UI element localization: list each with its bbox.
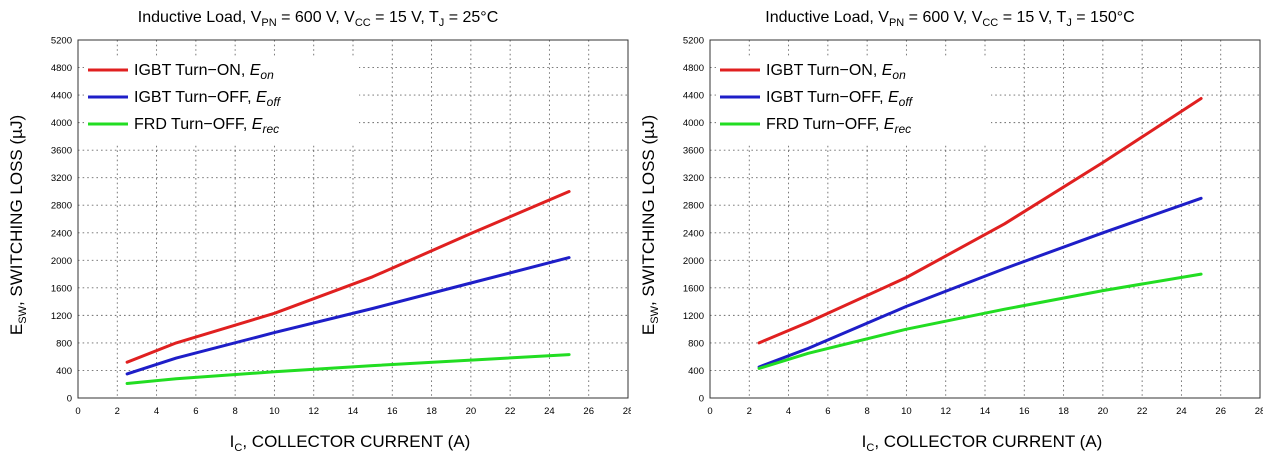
y-tick-label: 800 [56, 338, 72, 349]
y-tick-label: 0 [699, 394, 704, 405]
x-tick-label: 16 [387, 406, 398, 417]
y-tick-label: 400 [688, 366, 704, 377]
y-tick-label: 0 [67, 394, 72, 405]
y-tick-label: 1200 [683, 311, 704, 322]
plot-area: 0 2 4 6 8 10 12 14 16 18 20 22 24 26 28040080012001600… [683, 36, 1263, 418]
x-tick-label: 18 [426, 406, 437, 417]
y-tick-label: 4400 [683, 91, 704, 102]
x-tick-label: 22 [1137, 406, 1148, 417]
x-tick-label: 10 [901, 406, 912, 417]
y-tick-label: 4000 [683, 118, 704, 129]
x-tick-label: 4 [786, 406, 791, 417]
x-tick-label: 24 [1176, 406, 1187, 417]
x-axis-label: IC, COLLECTOR CURRENT (A) [230, 432, 471, 454]
y-tick-label: 1200 [51, 311, 72, 322]
x-tick-label: 24 [544, 406, 555, 417]
legend-entry: IGBT Turn−OFF, Eoff [134, 89, 282, 109]
y-tick-label: 3200 [683, 173, 704, 184]
x-tick-label: 4 [154, 406, 159, 417]
x-axis-label: IC, COLLECTOR CURRENT (A) [862, 432, 1103, 454]
plot-frame [709, 39, 1261, 399]
x-tick-label: 16 [1019, 406, 1030, 417]
y-tick-label: 2000 [683, 256, 704, 267]
chart-panel-tj25: Inductive Load, VPN = 600 V, VCC = 15 V,… [0, 0, 631, 458]
series-line [757, 272, 1203, 370]
y-tick-label: 2400 [51, 228, 72, 239]
y-tick-label: 5200 [683, 36, 704, 47]
legend-entry: IGBT Turn−ON, Eon [766, 62, 906, 82]
x-tick-label: 14 [348, 406, 359, 417]
legend-box [84, 58, 359, 143]
x-tick-label: 2 [747, 406, 752, 417]
x-tick-label: 20 [466, 406, 477, 417]
legend-entry: FRD Turn−OFF, Erec [134, 116, 279, 136]
legend-box [716, 58, 991, 143]
x-tick-label: 0 [707, 406, 712, 417]
y-tick-label: 5200 [51, 36, 72, 47]
switching-loss-chart-tj150: Inductive Load, VPN = 600 V, VCC = 15 V,… [639, 9, 1263, 454]
x-tick-label: 12 [940, 406, 951, 417]
legend-entry: IGBT Turn−ON, Eon [134, 62, 274, 82]
legend-entry: FRD Turn−OFF, Erec [766, 116, 911, 136]
x-tick-label: 6 [193, 406, 198, 417]
x-tick-label: 8 [232, 406, 237, 417]
series-line [125, 256, 571, 376]
y-axis-label: ESW, SWITCHING LOSS (µJ) [7, 115, 29, 335]
series-line [757, 196, 1203, 369]
y-axis-label: ESW, SWITCHING LOSS (µJ) [639, 115, 661, 335]
x-tick-label: 14 [980, 406, 991, 417]
y-tick-label: 400 [56, 366, 72, 377]
plot-frame [77, 39, 629, 399]
y-tick-label: 2800 [51, 201, 72, 212]
x-tick-label: 10 [269, 406, 280, 417]
x-tick-label: 28 [1255, 406, 1263, 417]
y-tick-label: 4800 [51, 63, 72, 74]
x-tick-label: 0 [75, 406, 80, 417]
y-tick-label: 1600 [51, 283, 72, 294]
x-tick-label: 12 [308, 406, 319, 417]
y-tick-label: 3200 [51, 173, 72, 184]
y-tick-label: 3600 [683, 146, 704, 157]
x-tick-label: 8 [864, 406, 869, 417]
x-tick-label: 22 [505, 406, 516, 417]
chart-title: Inductive Load, VPN = 600 V, VCC = 15 V,… [765, 9, 1134, 29]
series-line [757, 97, 1203, 345]
x-tick-label: 26 [1215, 406, 1226, 417]
series-line [125, 190, 571, 364]
y-tick-label: 1600 [683, 283, 704, 294]
series-line [125, 353, 571, 385]
x-tick-label: 2 [115, 406, 120, 417]
y-tick-label: 2000 [51, 256, 72, 267]
plot-area: 0 2 4 6 8 10 12 14 16 18 20 22 24 26 28040080012001600… [51, 36, 631, 418]
y-tick-label: 4800 [683, 63, 704, 74]
x-tick-label: 26 [583, 406, 594, 417]
switching-loss-chart-tj25: Inductive Load, VPN = 600 V, VCC = 15 V,… [7, 9, 631, 454]
x-tick-label: 20 [1098, 406, 1109, 417]
chart-panel-tj150: Inductive Load, VPN = 600 V, VCC = 15 V,… [632, 0, 1263, 458]
x-tick-label: 6 [825, 406, 830, 417]
y-tick-label: 4400 [51, 91, 72, 102]
y-tick-label: 2800 [683, 201, 704, 212]
x-tick-label: 28 [623, 406, 631, 417]
chart-title: Inductive Load, VPN = 600 V, VCC = 15 V,… [138, 9, 499, 29]
y-tick-label: 4000 [51, 118, 72, 129]
y-tick-label: 800 [688, 338, 704, 349]
y-tick-label: 2400 [683, 228, 704, 239]
x-tick-label: 18 [1058, 406, 1069, 417]
y-tick-label: 3600 [51, 146, 72, 157]
legend-entry: IGBT Turn−OFF, Eoff [766, 89, 914, 109]
